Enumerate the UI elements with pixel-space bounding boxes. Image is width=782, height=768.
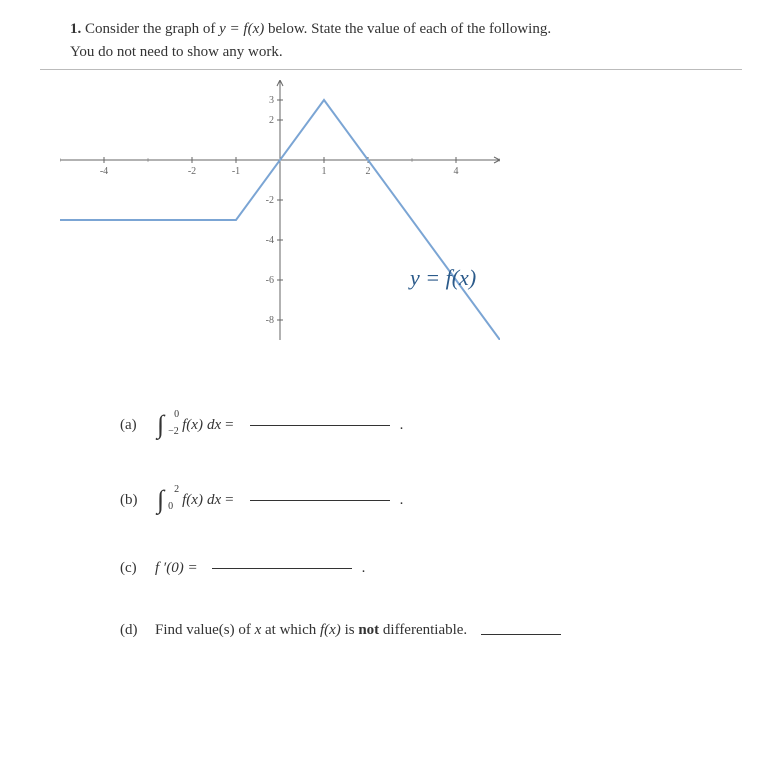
- svg-text:-6: -6: [266, 275, 274, 286]
- question-b: (b) ∫ 20 f(x) dx = .: [120, 485, 742, 515]
- question-d-label: (d): [120, 622, 145, 639]
- d-text1: Find value(s) of: [155, 622, 255, 638]
- problem-statement: 1. Consider the graph of y = f(x) below.…: [70, 18, 742, 63]
- question-c: (c) f ′(0) = .: [120, 560, 742, 577]
- d-not: not: [358, 622, 379, 638]
- integrand-b: f(x): [182, 492, 203, 509]
- svg-text:-2: -2: [266, 195, 274, 206]
- graph-container: -4 -2 -1 1 2 4 3 2 -2 -4 -6 -8 y = f(x): [60, 80, 500, 340]
- int-lower-a: −2: [168, 426, 179, 437]
- d-text4: differentiable.: [379, 622, 467, 638]
- svg-text:-2: -2: [188, 166, 196, 177]
- int-upper-b: 2: [174, 484, 179, 495]
- integral-sign: ∫: [157, 485, 164, 515]
- problem-number: 1.: [70, 21, 81, 37]
- answer-line-a: [250, 425, 390, 426]
- equals-b: =: [225, 492, 233, 509]
- d-func: f(x): [320, 622, 341, 638]
- int-lower-b: 0: [168, 501, 173, 512]
- question-b-label: (b): [120, 492, 145, 509]
- integral-sign: ∫: [157, 410, 164, 440]
- integrand-a: f(x): [182, 417, 203, 434]
- d-text3: is: [341, 622, 359, 638]
- d-text2: at which: [261, 622, 320, 638]
- answer-line-c: [212, 568, 352, 569]
- question-c-label: (c): [120, 560, 145, 577]
- svg-text:3: 3: [269, 95, 274, 106]
- int-upper-a: 0: [174, 409, 179, 420]
- svg-text:2: 2: [269, 115, 274, 126]
- prob-text-1: Consider the graph of: [85, 21, 219, 37]
- period-b: .: [400, 492, 404, 509]
- svg-text:-8: -8: [266, 315, 274, 326]
- answer-line-d: [481, 634, 561, 635]
- questions-list: (a) ∫0−2 f(x) dx = . (b) ∫20 f(x) dx = .…: [120, 410, 742, 639]
- svg-text:4: 4: [454, 166, 459, 177]
- prob-text-2: below. State the value of each of the fo…: [264, 21, 551, 37]
- question-a-label: (a): [120, 417, 145, 434]
- equals-a: =: [225, 417, 233, 434]
- svg-text:-4: -4: [100, 166, 108, 177]
- svg-text:-1: -1: [232, 166, 240, 177]
- question-a-expr: ∫ 0 −2 f(x) dx =: [155, 410, 236, 440]
- answer-line-b: [250, 500, 390, 501]
- question-a: (a) ∫ 0 −2 f(x) dx = .: [120, 410, 742, 440]
- function-graph: -4 -2 -1 1 2 4 3 2 -2 -4 -6 -8: [60, 80, 500, 340]
- period-c: .: [362, 560, 366, 577]
- graph-annotation: y = f(x): [410, 265, 476, 291]
- question-d: (d) Find value(s) of x at which f(x) is …: [120, 622, 742, 639]
- diff-a: dx: [207, 417, 221, 434]
- question-b-expr: ∫ 20 f(x) dx =: [155, 485, 236, 515]
- svg-text:1: 1: [322, 166, 327, 177]
- prob-eq: y = f(x): [219, 21, 264, 37]
- question-d-text: Find value(s) of x at which f(x) is not …: [155, 622, 467, 639]
- svg-text:-4: -4: [266, 235, 274, 246]
- divider: [40, 69, 742, 70]
- question-c-expr: f ′(0) =: [155, 560, 198, 577]
- diff-b: dx: [207, 492, 221, 509]
- period-a: .: [400, 417, 404, 434]
- prob-text-line2: You do not need to show any work.: [70, 44, 283, 60]
- svg-text:2: 2: [366, 166, 371, 177]
